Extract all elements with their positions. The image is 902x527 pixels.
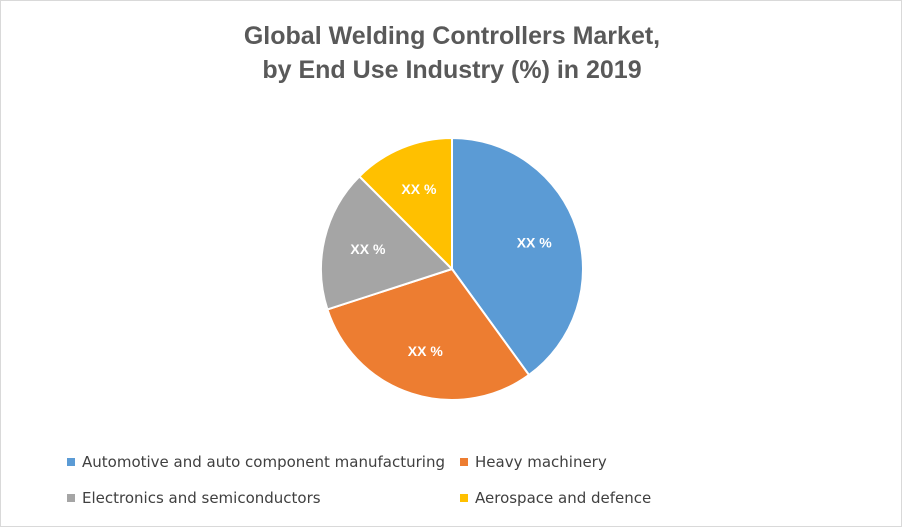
pie-slice-heavy-machinery	[326, 267, 531, 401]
pie-slice-electronics	[320, 174, 454, 311]
legend-swatch-aerospace	[460, 494, 468, 502]
chart-title-line-1: Global Welding Controllers Market,	[243, 22, 661, 50]
pie-slice-automotive	[451, 136, 584, 377]
legend-swatch-electronics	[67, 494, 75, 502]
data-label-heavy-machinery: XX %	[408, 343, 444, 359]
data-label-electronics: XX %	[350, 241, 386, 257]
legend-label-heavy-machinery: Heavy machinery	[475, 453, 607, 471]
legend-item-electronics: Electronics and semiconductors	[67, 489, 321, 507]
legend-item-automotive: Automotive and auto component manufactur…	[67, 453, 445, 471]
legend-item-aerospace: Aerospace and defence	[460, 489, 651, 507]
legend-item-heavy-machinery: Heavy machinery	[460, 453, 607, 471]
legend-label-aerospace: Aerospace and defence	[475, 489, 652, 507]
data-label-automotive: XX %	[517, 234, 553, 250]
chart-title-line-2: by End Use Industry (%) in 2019	[262, 56, 642, 84]
legend-label-electronics: Electronics and semiconductors	[82, 489, 321, 507]
legend-swatch-automotive	[67, 458, 75, 466]
chart-title: Global Welding Controllers Market, by En…	[1, 19, 902, 87]
data-label-aerospace: XX %	[401, 181, 437, 197]
legend-label-automotive: Automotive and auto component manufactur…	[82, 453, 445, 471]
pie-slice-aerospace	[357, 136, 453, 272]
legend-swatch-heavy-machinery	[460, 458, 468, 466]
